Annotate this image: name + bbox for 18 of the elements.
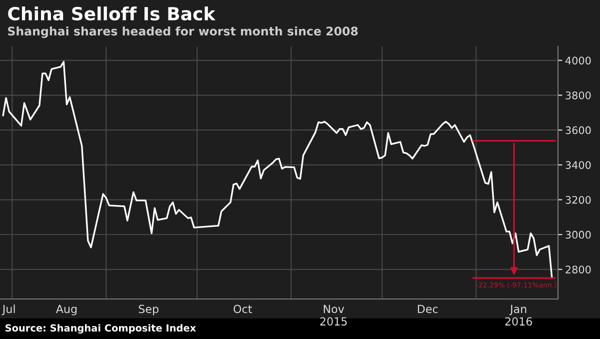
x-tick-label: Jul <box>2 304 15 316</box>
chart-subtitle: Shanghai shares headed for worst month since 2008 <box>8 26 358 38</box>
x-tick-label: Aug <box>56 304 77 316</box>
line-series <box>2 60 553 279</box>
y-tick-label: 2800 <box>566 266 591 274</box>
source-note: Source: Shanghai Composite Index <box>5 324 196 334</box>
chart-title: China Selloff Is Back <box>8 6 216 20</box>
y-tick-label: 3200 <box>566 196 591 204</box>
x-tick-label: Sep <box>138 304 158 316</box>
x-tick-label: Jan 2016 <box>505 304 532 326</box>
y-tick-label: 3000 <box>566 230 591 239</box>
x-tick-label: Dec <box>418 304 438 314</box>
y-tick-label: 3600 <box>566 126 591 134</box>
x-tick-label: Oct <box>234 304 252 314</box>
y-tick-label: 4000 <box>565 56 591 64</box>
y-tick-label: 3800 <box>566 91 591 100</box>
x-tick-label: Nov 2015 <box>320 304 347 326</box>
y-tick-label: 3400 <box>566 161 591 169</box>
